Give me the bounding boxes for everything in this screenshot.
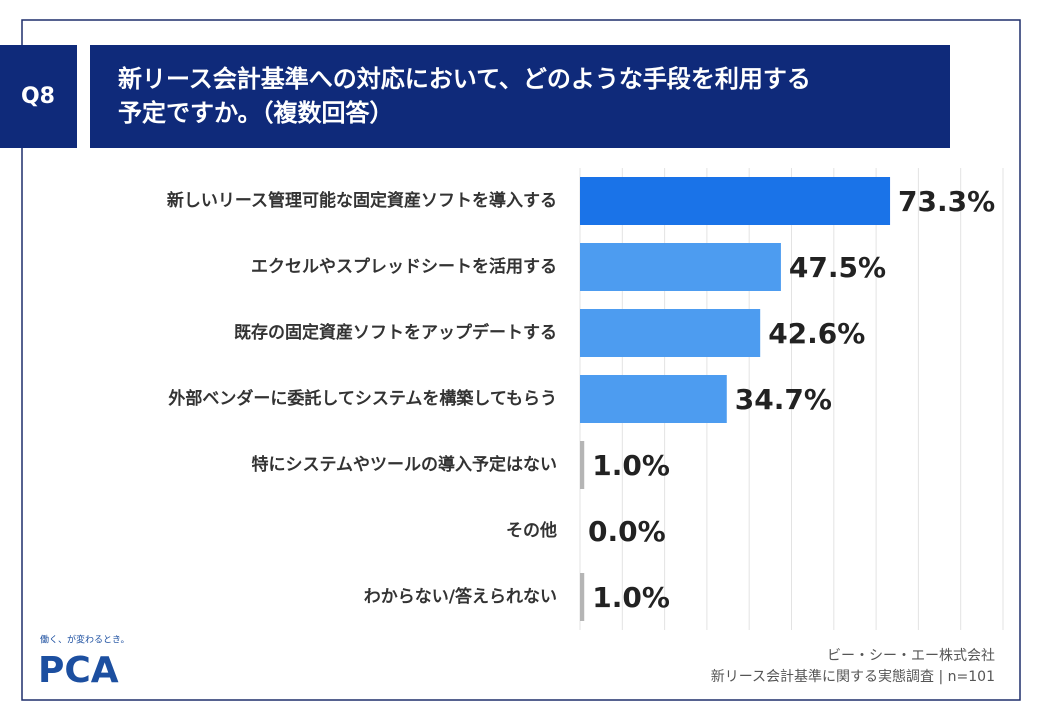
question-box <box>0 45 77 148</box>
data-label: 34.7% <box>735 383 832 416</box>
y-tick-label: 既存の固定資産ソフトをアップデートする <box>234 322 557 343</box>
frame <box>21 19 1021 701</box>
bar <box>580 573 585 621</box>
bar <box>580 309 761 357</box>
data-label: 1.0% <box>592 581 670 614</box>
y-tick-label: 新しいリース管理可能な固定資産ソフトを導入する <box>167 190 557 211</box>
y-tick-label: エクセルやスプレッドシートを活用する <box>251 256 557 277</box>
y-tick-label: わからない/答えられない <box>364 586 557 607</box>
bar <box>580 177 891 225</box>
brand-tagline: 働く、が変わるとき。 <box>40 634 130 646</box>
source: 新リース会計基準に関する実態調査 | n=101 <box>711 668 995 685</box>
data-label: 73.3% <box>898 185 995 218</box>
source: ビー・シー・エー株式会社 <box>827 648 995 664</box>
y-tick-label: 特にシステムやツールの導入予定はない <box>252 454 558 475</box>
data-label: 0.0% <box>588 515 666 548</box>
bar <box>580 243 781 291</box>
chart-title: 新リース会計基準への対応において、どのような手段を利用する <box>118 65 811 93</box>
data-label: 47.5% <box>789 251 886 284</box>
y-tick-label: 外部ベンダーに委託してシステムを構築してもらう <box>168 388 557 409</box>
chart-title: 予定ですか。（複数回答） <box>118 99 394 127</box>
bar <box>580 375 727 423</box>
bar <box>580 441 585 489</box>
y-tick-label: その他 <box>506 520 557 541</box>
question-label: Q8 <box>21 84 55 109</box>
data-label: 1.0% <box>592 449 670 482</box>
data-label: 42.6% <box>768 317 865 350</box>
title-box <box>90 45 950 148</box>
brand-logo: PCA <box>38 650 119 691</box>
